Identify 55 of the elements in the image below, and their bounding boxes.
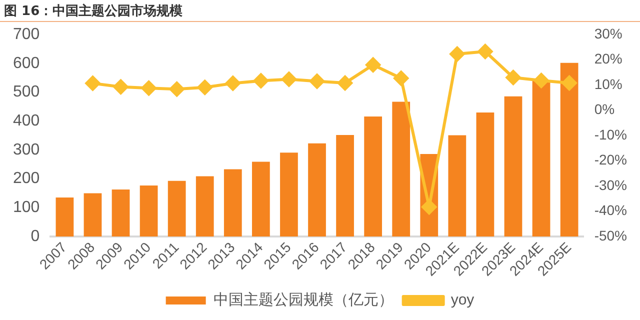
y2-tick-label: 10% — [594, 76, 622, 92]
y-tick-label: 700 — [12, 26, 40, 44]
bar — [224, 169, 242, 236]
y-tick-label: 200 — [12, 170, 40, 188]
bar — [504, 96, 522, 236]
bar — [364, 116, 382, 236]
y2-tick-label: -40% — [594, 202, 628, 218]
y-tick-label: 500 — [12, 84, 40, 101]
point — [197, 80, 212, 95]
bar — [280, 152, 298, 236]
bar — [560, 62, 578, 236]
bar — [196, 176, 214, 236]
bar — [84, 193, 102, 236]
bar — [168, 180, 186, 236]
y2-tick-label: -30% — [594, 176, 628, 193]
bar — [56, 198, 74, 236]
y2-tick-label: 30% — [594, 25, 622, 42]
bar — [532, 81, 550, 236]
y2-tick-label: -20% — [594, 152, 628, 168]
point — [506, 70, 521, 86]
bar — [392, 102, 410, 236]
point — [141, 80, 156, 96]
chart-title: 图 16：中国主题公园市场规模 — [0, 0, 640, 22]
point — [85, 76, 100, 91]
point — [450, 46, 465, 62]
legend-label: 中国主题公园规模（亿元） — [213, 292, 394, 309]
bar — [308, 143, 326, 236]
point — [366, 57, 381, 72]
y-tick-label: 400 — [12, 112, 40, 130]
bar — [476, 112, 494, 236]
point — [534, 73, 549, 88]
point — [394, 70, 409, 86]
y2-tick-label: 20% — [594, 50, 622, 67]
point — [338, 76, 353, 91]
point — [169, 82, 184, 97]
point — [478, 44, 493, 60]
bar — [448, 135, 466, 236]
y-tick-label: 600 — [12, 54, 40, 72]
point — [113, 79, 128, 94]
y2-tick-label: 0% — [594, 101, 615, 118]
bar — [112, 189, 130, 236]
legend-label: yoy — [450, 292, 475, 309]
point — [225, 76, 240, 91]
bar — [140, 185, 158, 236]
y-tick-label: 100 — [12, 199, 40, 216]
point — [253, 73, 268, 88]
y-tick-label: 300 — [12, 141, 40, 158]
point — [562, 76, 577, 91]
point — [310, 74, 325, 89]
y2-tick-label: -10% — [594, 126, 628, 142]
y-tick-label: 0 — [30, 228, 40, 245]
bar — [336, 134, 354, 236]
bar — [252, 162, 270, 236]
point — [281, 72, 296, 87]
y2-tick-label: -50% — [594, 227, 628, 244]
